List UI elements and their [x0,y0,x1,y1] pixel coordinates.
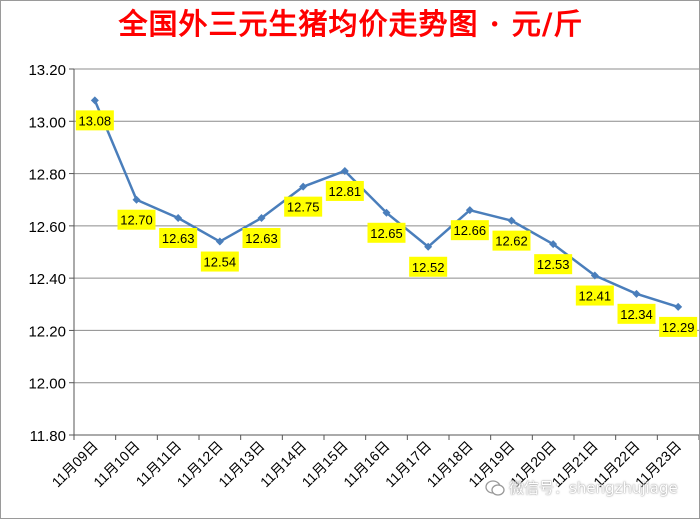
data-label: 12.66 [454,223,487,238]
data-label-bg [450,220,489,241]
data-label: 12.81 [329,184,362,199]
y-tick-label: 12.00 [28,376,66,393]
data-label: 12.63 [245,231,278,246]
data-label-bg [367,222,406,243]
data-label-bg [325,180,364,201]
chart-title: 全国外三元生猪均价走势图 · 元/斤 [118,7,584,41]
data-point [674,302,683,311]
data-label: 12.65 [370,226,403,241]
data-point [90,96,99,105]
data-label: 13.08 [79,113,112,128]
data-point [215,237,224,246]
data-label-bg [617,303,656,324]
data-point [174,214,183,223]
data-label: 12.29 [662,320,695,335]
data-label: 12.62 [495,234,528,249]
data-label-bg [284,196,323,217]
y-tick-label: 13.00 [28,114,66,131]
y-tick-label: 12.40 [28,271,66,288]
data-label: 12.70 [120,213,153,228]
data-point [465,206,474,215]
data-label-bg [659,316,698,337]
y-tick-label: 13.20 [28,62,66,79]
data-point [340,166,349,175]
wechat-icon [485,479,505,496]
data-point [132,195,141,204]
data-label: 12.52 [412,260,445,275]
data-point [299,182,308,191]
data-label-bg [534,254,573,275]
data-label-bg [409,256,448,277]
data-point [424,242,433,251]
data-label: 12.34 [620,307,653,322]
data-label-bg [159,228,198,249]
y-tick-label: 12.20 [28,323,66,340]
data-point [382,208,391,217]
data-label: 12.54 [204,255,237,270]
data-point [632,289,641,298]
data-label-bg [242,228,281,249]
data-point [549,240,558,249]
series-line [93,99,679,309]
x-tick-label: 11月10日 [90,438,142,490]
data-point [257,214,266,223]
data-label: 12.41 [579,289,612,304]
data-point [590,271,599,280]
data-label-bg [117,209,156,230]
data-label-bg [492,230,531,251]
data-label-bg [575,285,614,306]
data-label-bg [200,251,239,272]
y-tick-label: 12.80 [28,167,66,184]
data-label: 12.63 [162,231,195,246]
data-label: 12.53 [537,257,570,272]
data-label: 12.75 [287,200,320,215]
watermark: 微信号：shengzhujiage [485,477,678,498]
data-label-bg [75,110,114,131]
y-tick-label: 11.80 [30,428,66,445]
data-point [507,216,516,225]
watermark-text: 微信号：shengzhujiage [509,479,678,497]
y-tick-label: 12.60 [28,219,66,236]
